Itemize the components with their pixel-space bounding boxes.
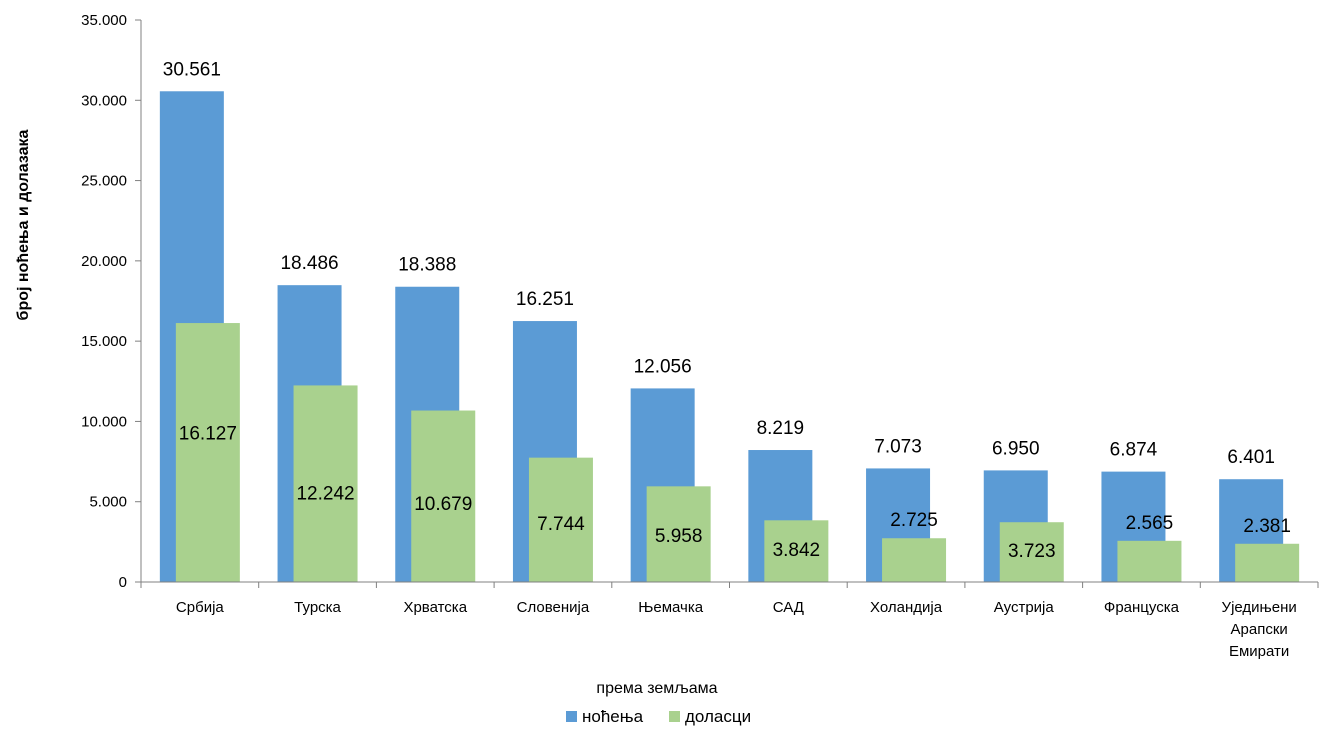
y-tick-label: 15.000: [81, 333, 127, 350]
bar-dolasci: [1235, 543, 1300, 582]
data-label-nocenja: 8.219: [757, 418, 805, 439]
y-tick-label: 30.000: [81, 92, 127, 109]
bar-dolasci: [646, 486, 711, 582]
legend-swatch: [669, 711, 680, 722]
data-label-dolasci: 7.744: [537, 514, 585, 535]
data-label-nocenja: 30.561: [163, 59, 221, 80]
x-category-label: Арапски: [1231, 621, 1288, 638]
y-ticks-layer: 0 5.000 10.000 15.000 20.000 25.000 30.000 35.0…: [81, 12, 141, 591]
y-tick-label: 0: [119, 574, 127, 591]
x-category-label: Хрватска: [403, 599, 467, 616]
y-tick-label: 35.000: [81, 12, 127, 29]
data-label-dolasci: 3.842: [773, 540, 821, 561]
bar-dolasci: [175, 323, 240, 582]
x-category-label: Емирати: [1229, 643, 1289, 660]
data-label-dolasci: 10.679: [414, 494, 472, 515]
data-label-dolasci: 2.381: [1243, 516, 1291, 537]
x-category-label: Њемачка: [638, 599, 704, 616]
bars-layer: [159, 91, 1300, 583]
y-tick-label: 5.000: [89, 494, 127, 511]
x-category-label: Уједињени: [1222, 599, 1297, 616]
data-label-nocenja: 6.874: [1110, 440, 1158, 461]
y-tick-label: 20.000: [81, 253, 127, 270]
bar-dolasci: [411, 410, 476, 582]
bar-dolasci: [293, 385, 358, 582]
bar-dolasci: [882, 538, 947, 582]
x-category-label: Холандија: [870, 599, 943, 616]
y-axis-title: број ноћења и долазака: [15, 129, 32, 320]
data-label-nocenja: 6.950: [992, 438, 1040, 459]
data-label-nocenja: 18.486: [280, 253, 338, 274]
data-label-nocenja: 12.056: [634, 356, 692, 377]
legend-label: доласци: [685, 707, 751, 726]
x-category-label: Француска: [1104, 599, 1180, 616]
bar-dolasci: [999, 522, 1064, 582]
x-axis-title: према земљама: [596, 680, 717, 697]
data-label-dolasci: 16.127: [179, 424, 237, 445]
axes-layer: [140, 20, 1319, 588]
x-category-label: Аустрија: [994, 599, 1055, 616]
bar-dolasci: [1117, 540, 1182, 582]
bar-dolasci: [528, 457, 593, 582]
y-tick-label: 25.000: [81, 173, 127, 190]
data-labels-layer: 30.561 16.127 18.486 12.242 18.388 10.679 16.2…: [163, 59, 1291, 562]
data-label-nocenja: 7.073: [874, 436, 922, 457]
data-label-nocenja: 18.388: [398, 255, 456, 276]
data-label-nocenja: 16.251: [516, 289, 574, 310]
x-category-label: Србија: [176, 599, 224, 616]
x-category-label: Турска: [294, 599, 341, 616]
data-label-dolasci: 2.725: [890, 510, 938, 531]
x-category-label: Словенија: [517, 599, 590, 616]
bar-dolasci: [764, 520, 829, 582]
legend: ноћења доласци: [566, 707, 751, 726]
data-label-nocenja: 6.401: [1227, 447, 1275, 468]
data-label-dolasci: 12.242: [296, 483, 354, 504]
x-categories-layer: Србија Турска Хрватска Словенија Њемачка САД Х…: [176, 599, 1297, 660]
data-label-dolasci: 5.958: [655, 526, 703, 547]
y-tick-label: 10.000: [81, 413, 127, 430]
data-label-dolasci: 2.565: [1126, 513, 1174, 534]
x-category-label: САД: [773, 599, 804, 616]
legend-label: ноћења: [582, 707, 644, 726]
legend-swatch: [566, 711, 577, 722]
data-label-dolasci: 3.723: [1008, 541, 1056, 562]
